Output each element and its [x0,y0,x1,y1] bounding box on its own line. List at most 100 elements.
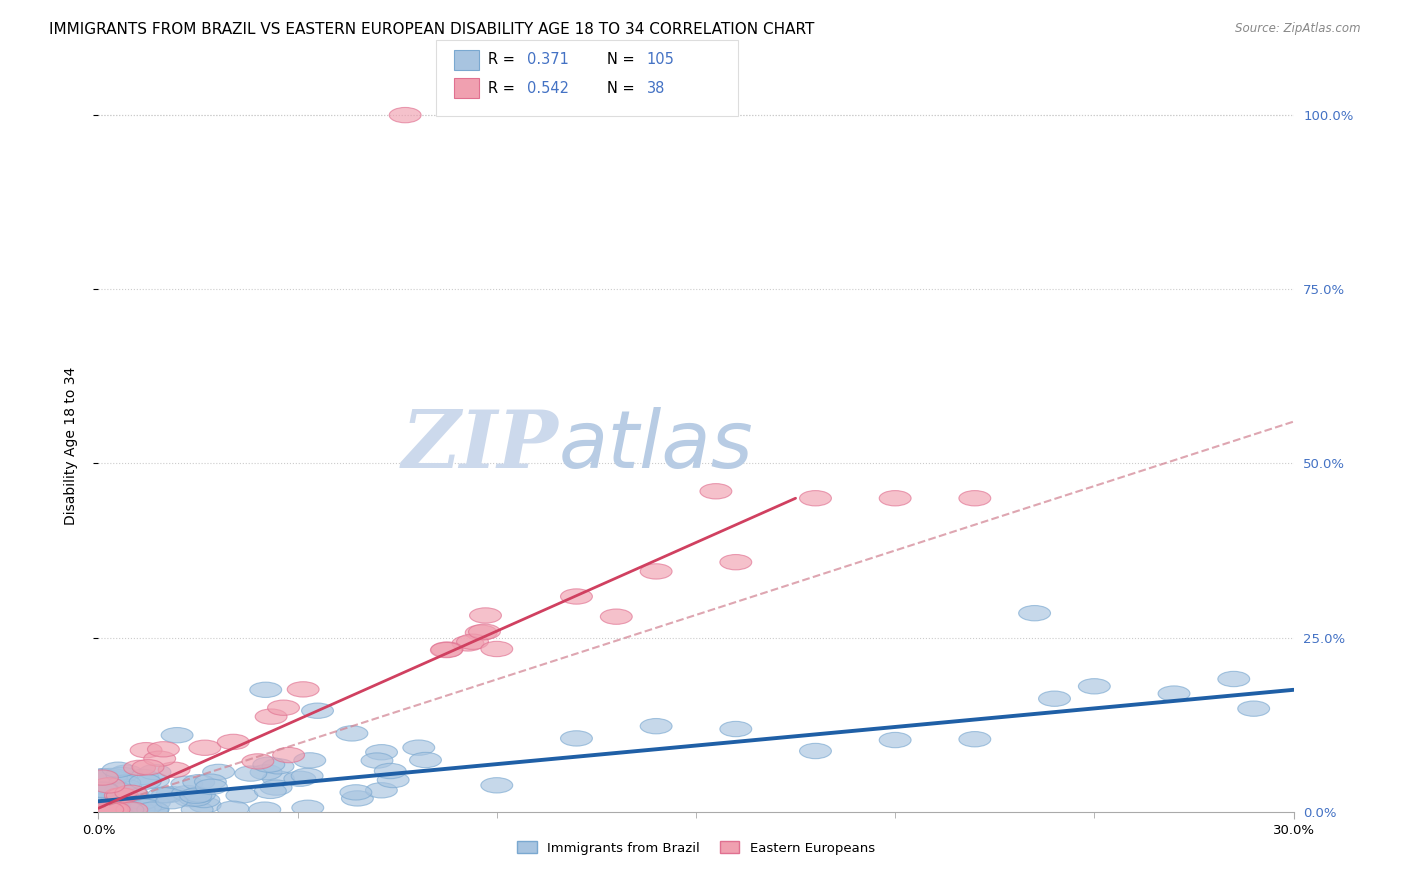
Ellipse shape [90,802,122,817]
Ellipse shape [481,778,513,793]
Ellipse shape [87,782,118,797]
Ellipse shape [129,774,162,789]
Ellipse shape [117,802,149,817]
Text: Source: ZipAtlas.com: Source: ZipAtlas.com [1236,22,1361,36]
Ellipse shape [156,787,188,802]
Ellipse shape [267,700,299,715]
Ellipse shape [481,641,513,657]
Ellipse shape [190,797,221,813]
Ellipse shape [93,794,125,809]
Ellipse shape [202,764,235,780]
Ellipse shape [361,753,392,768]
Ellipse shape [465,625,498,640]
Ellipse shape [720,555,752,570]
Text: R =: R = [488,53,519,67]
Ellipse shape [291,768,323,783]
Ellipse shape [91,802,124,817]
Text: 105: 105 [647,53,675,67]
Ellipse shape [87,788,118,803]
Ellipse shape [96,770,128,786]
Ellipse shape [148,788,179,803]
Ellipse shape [127,794,159,809]
Ellipse shape [188,792,219,807]
Ellipse shape [377,772,409,788]
Ellipse shape [120,795,150,810]
Ellipse shape [98,802,131,817]
Ellipse shape [1039,691,1070,706]
Ellipse shape [87,770,118,785]
Ellipse shape [366,745,398,760]
Ellipse shape [273,747,305,763]
Ellipse shape [253,757,284,772]
Ellipse shape [100,802,132,817]
Ellipse shape [468,624,501,640]
Ellipse shape [218,734,249,749]
Ellipse shape [404,740,434,756]
Ellipse shape [250,764,283,780]
Ellipse shape [94,797,125,813]
Ellipse shape [262,759,294,774]
Ellipse shape [87,769,118,784]
Ellipse shape [136,802,169,817]
Ellipse shape [129,799,162,814]
Ellipse shape [103,786,135,802]
Ellipse shape [104,788,136,803]
Ellipse shape [104,802,136,817]
Ellipse shape [107,788,138,804]
Ellipse shape [451,636,484,651]
Text: 38: 38 [647,81,665,95]
Ellipse shape [302,703,333,718]
Ellipse shape [108,775,141,790]
Ellipse shape [162,728,193,743]
Ellipse shape [389,107,422,123]
Ellipse shape [87,785,118,801]
Ellipse shape [87,802,118,817]
Ellipse shape [366,782,398,798]
Ellipse shape [254,709,287,724]
Ellipse shape [235,766,267,781]
Ellipse shape [432,642,463,657]
Ellipse shape [96,802,128,817]
Ellipse shape [720,722,752,737]
Ellipse shape [105,767,138,782]
Ellipse shape [87,791,118,806]
Ellipse shape [91,789,124,805]
Ellipse shape [260,780,292,796]
Ellipse shape [115,802,148,817]
Ellipse shape [336,726,368,741]
Ellipse shape [159,762,190,778]
Ellipse shape [1237,701,1270,716]
Ellipse shape [139,764,172,780]
Ellipse shape [89,769,121,784]
Ellipse shape [131,742,162,758]
Ellipse shape [156,794,187,809]
Ellipse shape [117,786,148,801]
Ellipse shape [115,785,146,800]
Ellipse shape [561,731,592,746]
Ellipse shape [195,779,228,795]
Ellipse shape [174,791,207,806]
Ellipse shape [180,791,211,806]
Ellipse shape [183,787,215,802]
Ellipse shape [284,771,316,787]
Ellipse shape [94,800,127,815]
Ellipse shape [1218,672,1250,687]
Ellipse shape [374,764,406,779]
Ellipse shape [148,741,180,757]
Text: ZIP: ZIP [402,408,558,484]
Ellipse shape [254,783,287,798]
Ellipse shape [143,751,176,766]
Ellipse shape [110,780,142,795]
Ellipse shape [138,772,169,788]
Ellipse shape [93,778,125,793]
Ellipse shape [600,609,633,624]
Text: N =: N = [607,81,640,95]
Ellipse shape [125,795,157,810]
Ellipse shape [800,491,831,506]
Ellipse shape [136,802,169,817]
Ellipse shape [93,799,125,815]
Text: R =: R = [488,81,519,95]
Ellipse shape [172,776,202,791]
Ellipse shape [124,760,156,775]
Ellipse shape [879,491,911,506]
